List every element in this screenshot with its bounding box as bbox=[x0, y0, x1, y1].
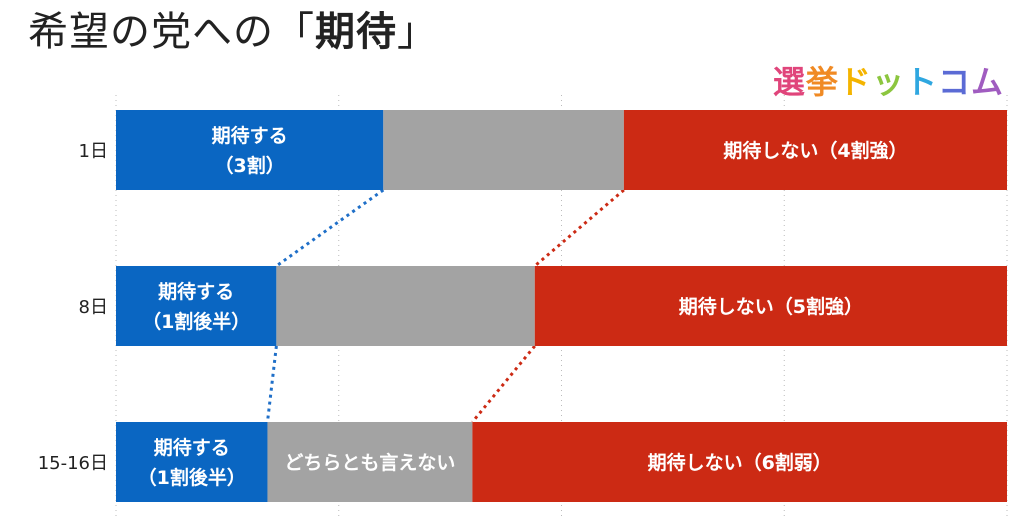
logo-letter: 挙 bbox=[805, 63, 839, 101]
logo-letter: ッ bbox=[871, 63, 905, 101]
title-main: 希望の党への bbox=[28, 9, 274, 55]
bar-data-label: 期待しない（6割弱） bbox=[648, 451, 832, 474]
bar-segment-neutral bbox=[276, 266, 535, 346]
bar-data-label: （3割） bbox=[215, 154, 285, 177]
bar-data-label: （1割後半） bbox=[142, 310, 250, 333]
row-label: 1日 bbox=[79, 141, 108, 162]
connector-line bbox=[265, 345, 278, 423]
logo-letter: ト bbox=[904, 63, 938, 101]
bar-segment-not_expect bbox=[534, 266, 1007, 346]
bar-segment-not_expect bbox=[472, 422, 1007, 502]
logo-letter: 選 bbox=[772, 63, 806, 101]
bar-data-label: （1割後半） bbox=[138, 466, 246, 489]
page-title: 希望の党への「期待」 bbox=[28, 4, 438, 60]
connector-line bbox=[471, 345, 536, 423]
bar-data-label: 期待しない（5割強） bbox=[679, 295, 863, 318]
logo-letter: コ bbox=[937, 63, 971, 101]
brand-logo: 選挙ドットコム bbox=[773, 62, 1004, 102]
bar-data-label: 期待する bbox=[158, 280, 234, 303]
bar-segment-expect bbox=[116, 110, 384, 190]
bar-data-label: 期待しない（4割強） bbox=[723, 139, 907, 162]
title-emphasis: 期待 bbox=[315, 9, 397, 55]
row-label: 15-16日 bbox=[38, 453, 108, 474]
logo-letter: ム bbox=[970, 63, 1004, 101]
row-label: 8日 bbox=[79, 297, 108, 318]
bar-segment-neutral bbox=[383, 110, 624, 190]
connector-line bbox=[533, 188, 625, 268]
bar-data-label: 期待する bbox=[212, 124, 288, 147]
bar-data-label: 期待する bbox=[154, 436, 230, 459]
title-open-quote: 「 bbox=[274, 9, 315, 55]
bar-segment-expect bbox=[116, 422, 268, 502]
bar-segment-not_expect bbox=[623, 110, 1007, 190]
bar-segment-neutral bbox=[267, 422, 473, 502]
title-close-quote: 」 bbox=[397, 9, 438, 55]
bar-data-label: どちらとも言えない bbox=[284, 451, 455, 474]
bar-segment-expect bbox=[116, 266, 277, 346]
logo-letter: ド bbox=[838, 63, 872, 101]
connector-line bbox=[275, 188, 385, 268]
